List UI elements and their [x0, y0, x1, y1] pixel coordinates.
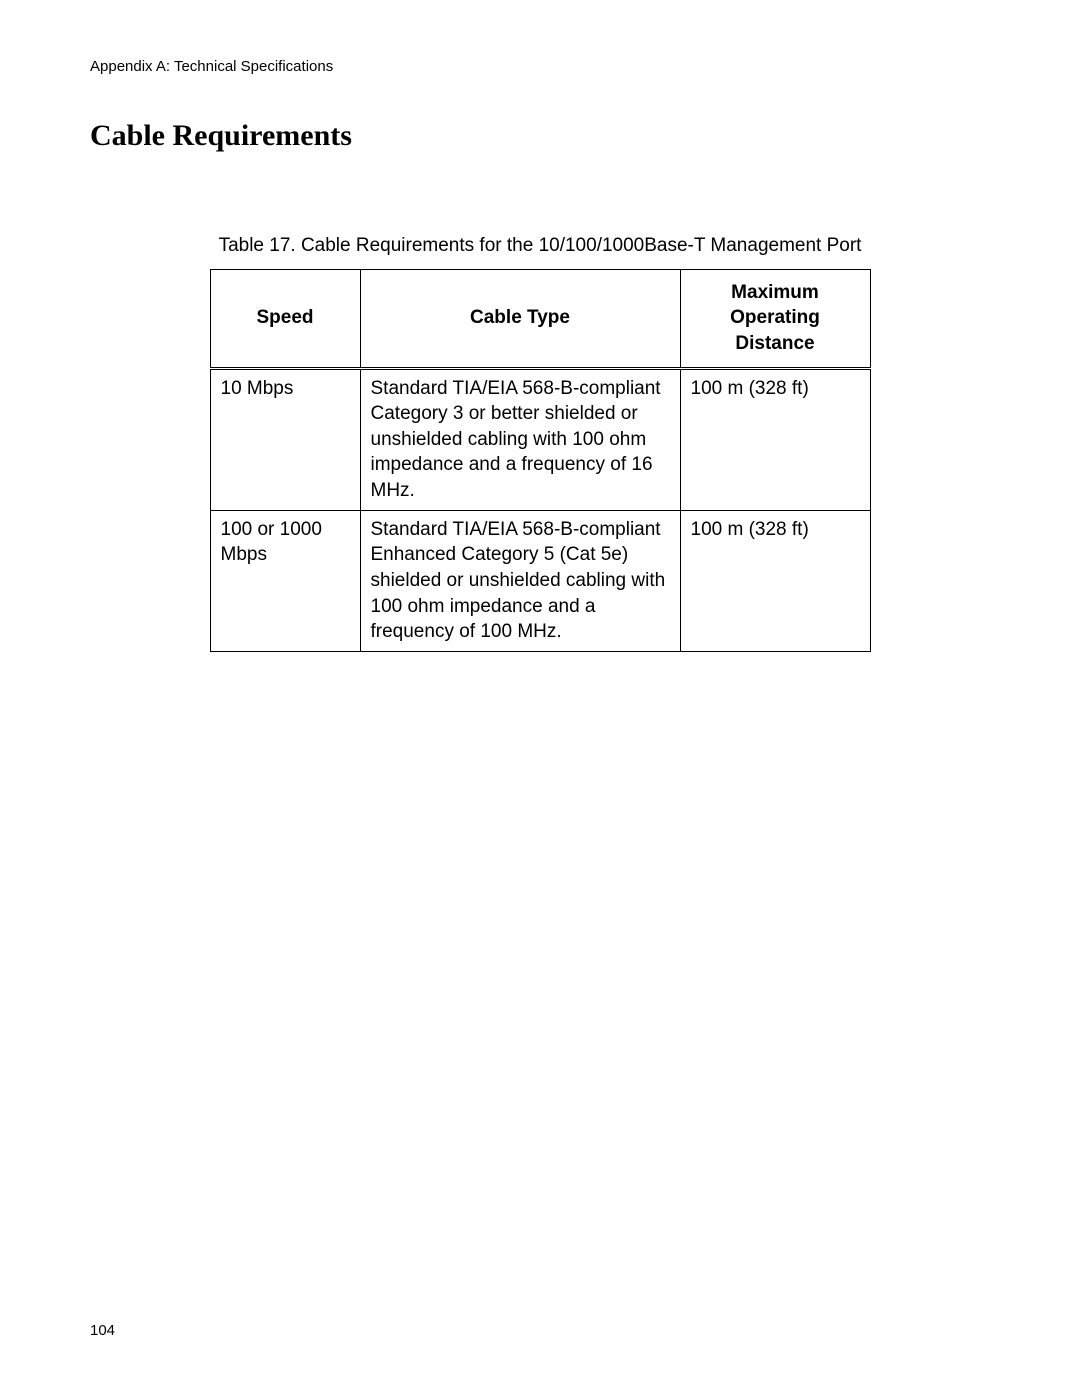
table-caption: Table 17. Cable Requirements for the 10/… — [210, 233, 870, 259]
table-row: 100 or 1000 Mbps Standard TIA/EIA 568-B-… — [210, 510, 870, 651]
page-number: 104 — [90, 1322, 115, 1339]
page: Appendix A: Technical Specifications Cab… — [0, 0, 1080, 1397]
cell-speed: 10 Mbps — [210, 368, 360, 510]
section-title: Cable Requirements — [90, 119, 990, 153]
cell-distance: 100 m (328 ft) — [680, 368, 870, 510]
table-row: 10 Mbps Standard TIA/EIA 568-B-compliant… — [210, 368, 870, 510]
cell-speed: 100 or 1000 Mbps — [210, 510, 360, 651]
col-max-distance: Maximum Operating Distance — [680, 269, 870, 368]
cell-cable: Standard TIA/EIA 568-B-compliant Categor… — [360, 368, 680, 510]
running-header: Appendix A: Technical Specifications — [90, 58, 990, 75]
spec-table: Speed Cable Type Maximum Operating Dista… — [210, 269, 871, 652]
col-cable-type: Cable Type — [360, 269, 680, 368]
cell-distance: 100 m (328 ft) — [680, 510, 870, 651]
table-wrap: Speed Cable Type Maximum Operating Dista… — [90, 269, 990, 652]
cell-cable: Standard TIA/EIA 568-B-compliant Enhance… — [360, 510, 680, 651]
table-header-row: Speed Cable Type Maximum Operating Dista… — [210, 269, 870, 368]
col-speed: Speed — [210, 269, 360, 368]
